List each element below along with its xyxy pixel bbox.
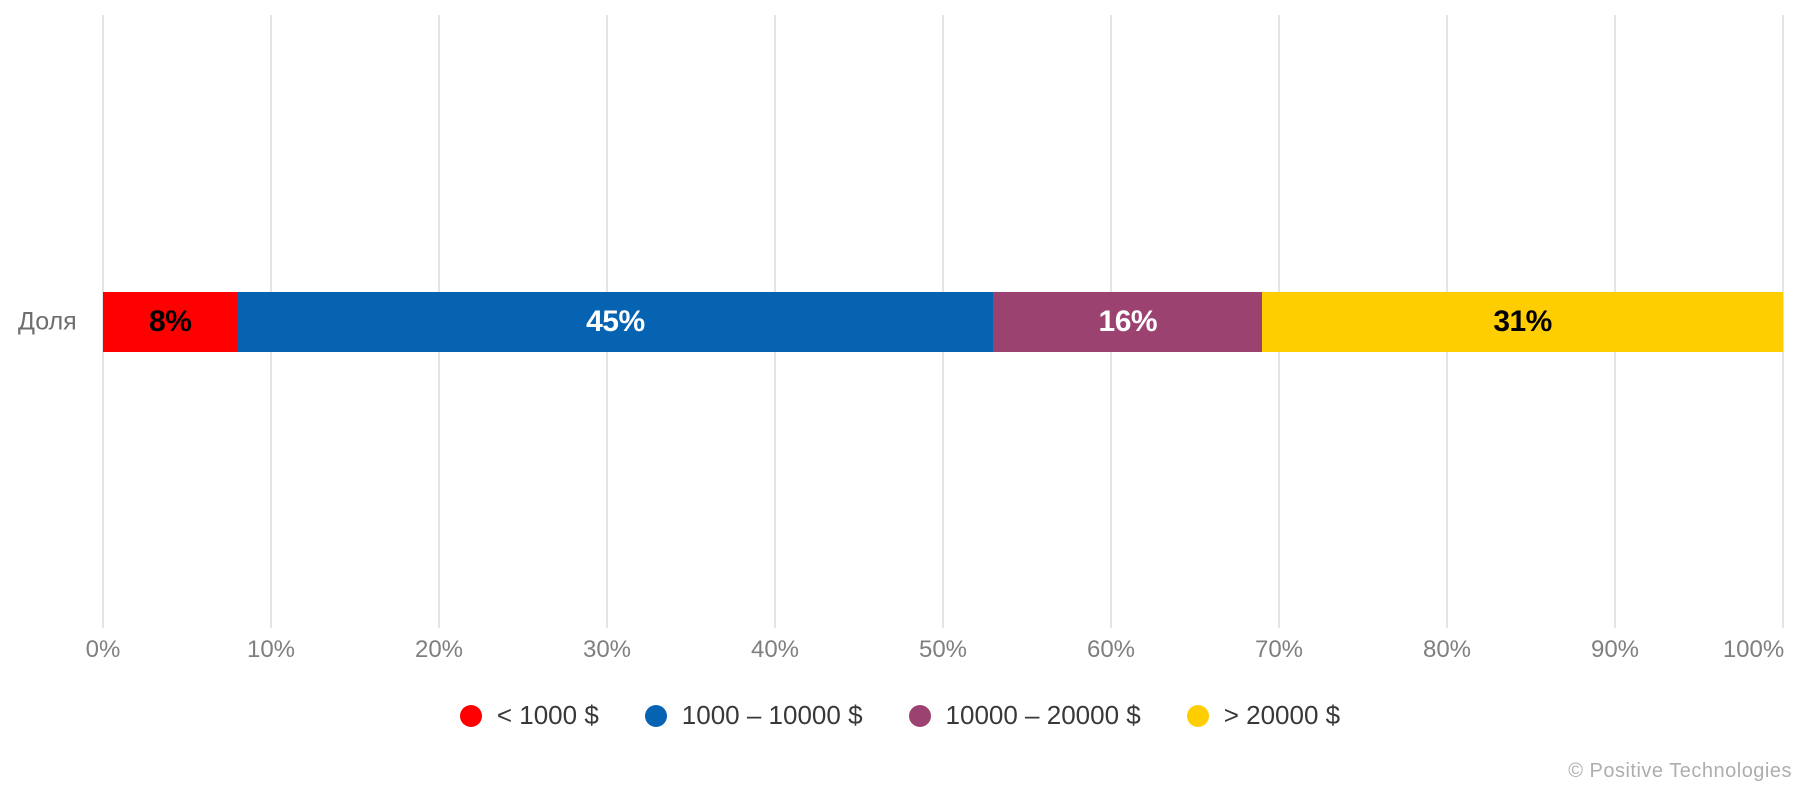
x-axis-tick-label: 30% (582, 636, 632, 663)
legend: < 1000 $ 1000 – 10000 $ 10000 – 20000 $ … (0, 700, 1800, 731)
x-axis-tick-labels: 0% 10% 20% 30% 40% 50% 60% 70% 80% 90% 1… (86, 636, 1785, 668)
x-axis-tick-label: 0% (85, 636, 121, 663)
legend-color-dot-icon (459, 704, 482, 727)
plot-area: 8% 45% 16% 31% (102, 15, 1784, 628)
stacked-bar: 8% 45% 16% 31% (103, 292, 1783, 352)
y-axis-category-label: Доля (18, 307, 77, 336)
x-axis-tick-label: 60% (1086, 636, 1136, 663)
bar-data-label: 45% (586, 305, 645, 338)
x-axis-tick-label: 40% (750, 636, 800, 663)
bar-data-label: 31% (1493, 305, 1552, 338)
legend-color-dot-icon (908, 704, 931, 727)
x-axis-tick-label: 80% (1422, 636, 1472, 663)
bar-segment: 31% (1262, 292, 1783, 352)
x-axis-tick-label: 90% (1590, 636, 1640, 663)
legend-item-label: < 1000 $ (496, 700, 599, 730)
legend-color-dot-icon (644, 704, 667, 727)
bar-segment: 45% (237, 292, 994, 352)
legend-item-label: 10000 – 20000 $ (945, 700, 1141, 730)
bar-data-label: 8% (149, 305, 192, 338)
x-axis-tick-label: 50% (918, 636, 968, 663)
legend-item: > 20000 $ (1186, 700, 1341, 731)
x-axis-tick-label: 70% (1254, 636, 1304, 663)
bar-segment: 16% (993, 292, 1263, 352)
legend-item: 10000 – 20000 $ (908, 700, 1141, 731)
copyright-watermark: © Positive Technologies (1568, 760, 1792, 782)
bar-segment: 8% (103, 292, 238, 352)
legend-item: < 1000 $ (459, 700, 599, 731)
legend-item-label: 1000 – 10000 $ (681, 700, 863, 730)
legend-item-label: > 20000 $ (1223, 700, 1341, 730)
bar-data-label: 16% (1098, 305, 1158, 338)
x-axis-tick-label: 100% (1722, 636, 1785, 663)
legend-item: 1000 – 10000 $ (644, 700, 863, 731)
x-axis-tick-label: 10% (246, 636, 296, 663)
x-axis-tick-label: 20% (414, 636, 464, 663)
gridline (1782, 15, 1784, 628)
legend-color-dot-icon (1186, 704, 1209, 727)
